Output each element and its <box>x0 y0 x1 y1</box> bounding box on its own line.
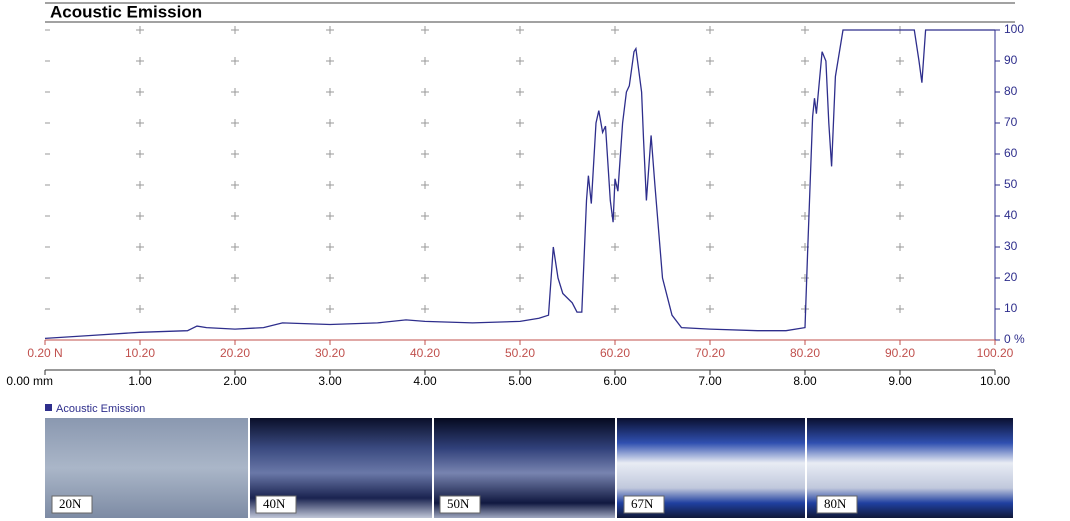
x-tick-label: 8.00 <box>793 374 817 388</box>
x-tick-label: 9.00 <box>888 374 912 388</box>
x2-tick-label: 30.20 <box>315 346 345 360</box>
x-tick-label: 2.00 <box>223 374 247 388</box>
y-tick-label: 10 <box>1004 301 1018 315</box>
x-tick-label: 6.00 <box>603 374 627 388</box>
y-tick-label: 100 <box>1004 22 1024 36</box>
x-tick-label: 0.00 mm <box>6 374 53 388</box>
x2-tick-label: 100.20 <box>977 346 1014 360</box>
x2-tick-label: 50.20 <box>505 346 535 360</box>
y-tick-label: 70 <box>1004 115 1018 129</box>
x2-tick-label: 40.20 <box>410 346 440 360</box>
micrograph-label: 80N <box>824 496 847 511</box>
y-tick-label: 60 <box>1004 146 1018 160</box>
y-tick-label: 40 <box>1004 208 1018 222</box>
micrograph-label-box <box>623 495 665 514</box>
x-tick-label: 4.00 <box>413 374 437 388</box>
x2-tick-label: 60.20 <box>600 346 630 360</box>
x-tick-label: 7.00 <box>698 374 722 388</box>
micrograph-label-box <box>439 495 481 514</box>
y-tick-label: 30 <box>1004 239 1018 253</box>
micrograph-label: 67N <box>631 496 654 511</box>
x2-tick-label: 0.20 N <box>27 346 62 360</box>
micrographs <box>45 418 1013 518</box>
x2-tick-label: 10.20 <box>125 346 155 360</box>
x2-tick-label: 90.20 <box>885 346 915 360</box>
micrograph-label: 40N <box>263 496 286 511</box>
x-tick-label: 3.00 <box>318 374 342 388</box>
y-tick-label: 0 % <box>1004 332 1025 346</box>
micrograph-label-box <box>51 495 93 514</box>
micrograph-label-box <box>255 495 297 514</box>
micrograph-label: 20N <box>59 496 82 511</box>
y-tick-label: 50 <box>1004 177 1018 191</box>
legend-swatch <box>45 404 52 411</box>
chart-title: Acoustic Emission <box>50 2 202 21</box>
legend-label: Acoustic Emission <box>56 403 145 415</box>
x-tick-label: 1.00 <box>128 374 152 388</box>
micrograph-label-box <box>816 495 858 514</box>
y-tick-label: 20 <box>1004 270 1018 284</box>
x2-tick-label: 70.20 <box>695 346 725 360</box>
x-tick-label: 10.00 <box>980 374 1010 388</box>
y-tick-label: 90 <box>1004 53 1018 67</box>
x2-tick-label: 80.20 <box>790 346 820 360</box>
x2-tick-label: 20.20 <box>220 346 250 360</box>
x-tick-label: 5.00 <box>508 374 532 388</box>
y-tick-label: 80 <box>1004 84 1018 98</box>
micrograph-label: 50N <box>447 496 470 511</box>
data-line <box>44 29 995 340</box>
